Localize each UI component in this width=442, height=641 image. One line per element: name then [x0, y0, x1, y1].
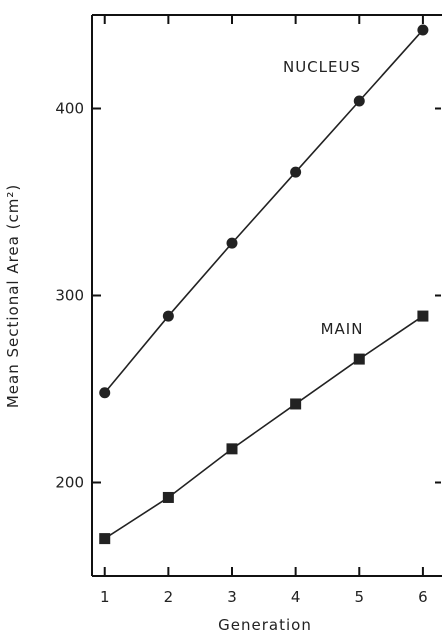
series-label: MAIN [321, 320, 364, 338]
data-point-circle [226, 237, 238, 249]
series-nucleus: NUCLEUS [99, 24, 429, 399]
x-tick-label: 4 [291, 588, 301, 606]
y-tick-label: 400 [55, 100, 84, 118]
data-point-square [417, 310, 429, 322]
y-tick-label: 200 [55, 474, 84, 492]
data-point-circle [353, 95, 365, 107]
plot-frame [91, 14, 442, 577]
data-point-circle [417, 24, 429, 36]
data-point-square [99, 533, 111, 545]
data-point-square [290, 398, 302, 410]
data-point-circle [99, 387, 111, 399]
x-tick-label: 3 [227, 588, 237, 606]
axis-tick-labels: 1 2 3 4 5 6 200 300 400 [55, 100, 427, 607]
x-tick-label: 2 [164, 588, 174, 606]
series-layer: NUCLEUS MAIN [99, 24, 429, 545]
data-point-square [162, 491, 174, 503]
y-tick-label: 300 [55, 287, 84, 305]
series-line [104, 29, 424, 394]
x-tick-label: 5 [354, 588, 364, 606]
data-point-circle [162, 310, 174, 322]
series-label: NUCLEUS [283, 58, 361, 76]
axis-ticks [92, 15, 441, 576]
data-point-square [226, 443, 238, 455]
x-axis-title: Generation [218, 616, 312, 634]
x-tick-label: 6 [418, 588, 428, 606]
series-line [104, 315, 424, 540]
y-axis-title: Mean Sectional Area (cm²) [4, 184, 22, 408]
series-main: MAIN [99, 310, 429, 545]
data-point-circle [290, 166, 302, 178]
x-tick-label: 1 [100, 588, 110, 606]
data-point-square [353, 353, 365, 365]
